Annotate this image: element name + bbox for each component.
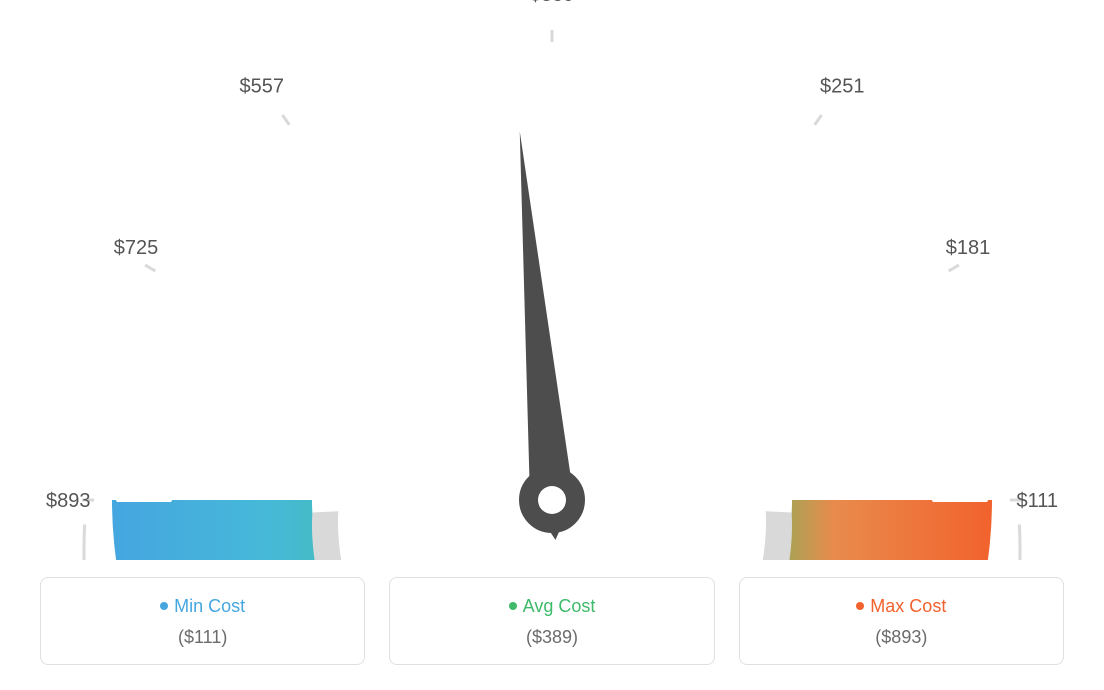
legend-avg-value: ($389): [400, 627, 703, 648]
gauge-chart: $111 $181 $251 $389 $557 $725 $893: [0, 0, 1104, 560]
legend-min-title: Min Cost: [51, 596, 354, 617]
svg-text:$725: $725: [114, 237, 158, 259]
dot-icon: [509, 602, 517, 610]
svg-text:$557: $557: [240, 76, 285, 98]
gauge-svg: $111 $181 $251 $389 $557 $725 $893: [0, 0, 1104, 560]
svg-text:$111: $111: [1016, 490, 1058, 512]
legend-min-value: ($111): [51, 627, 354, 648]
legend-avg-title: Avg Cost: [400, 596, 703, 617]
legend-max-value: ($893): [750, 627, 1053, 648]
legend-min-label: Min Cost: [174, 596, 245, 616]
dot-icon: [160, 602, 168, 610]
legend-max-label: Max Cost: [870, 596, 946, 616]
svg-text:$181: $181: [946, 237, 991, 259]
legend-card-max: Max Cost ($893): [739, 577, 1064, 665]
legend-avg-label: Avg Cost: [523, 596, 596, 616]
legend-max-title: Max Cost: [750, 596, 1053, 617]
legend-card-min: Min Cost ($111): [40, 577, 365, 665]
svg-text:$251: $251: [820, 76, 865, 98]
legend-row: Min Cost ($111) Avg Cost ($389) Max Cost…: [40, 577, 1064, 665]
svg-text:$389: $389: [530, 0, 575, 6]
legend-card-avg: Avg Cost ($389): [389, 577, 714, 665]
dot-icon: [856, 602, 864, 610]
svg-text:$893: $893: [46, 490, 91, 512]
